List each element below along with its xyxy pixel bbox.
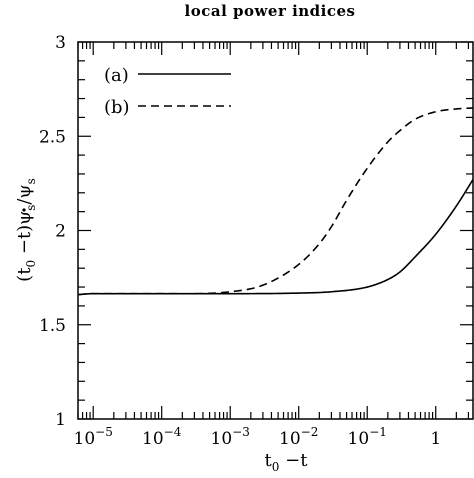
series-line-b bbox=[77, 107, 474, 296]
x-tick-label: 10−4 bbox=[142, 425, 182, 449]
y-tick-label: 1 bbox=[55, 410, 66, 430]
psi-dot-mark bbox=[22, 208, 26, 212]
x-tick-label: 10−1 bbox=[348, 425, 387, 449]
y-tick-label: 2.5 bbox=[39, 127, 66, 147]
y-axis-label: (t0 −t)ψs/ψs bbox=[14, 178, 38, 282]
y-tick-label: 1.5 bbox=[39, 316, 66, 336]
x-tick-label: 1 bbox=[430, 429, 441, 449]
x-tick-labels: 10−5 10−4 10−3 10−2 10−1 1 bbox=[74, 425, 442, 449]
legend-label-a: (a) bbox=[104, 65, 129, 86]
axis-ticks bbox=[77, 41, 473, 420]
x-tick-label: 10−3 bbox=[211, 425, 250, 449]
x-axis-label: t0 −t bbox=[265, 450, 309, 474]
legend: (a) (b) bbox=[104, 65, 231, 118]
chart-title: local power indices bbox=[185, 2, 356, 20]
series-layer bbox=[77, 107, 474, 296]
x-tick-label: 10−2 bbox=[279, 425, 318, 449]
legend-label-b: (b) bbox=[104, 97, 130, 118]
y-tick-labels: 1 1.5 2 2.5 3 bbox=[39, 33, 66, 430]
y-tick-label: 3 bbox=[55, 33, 66, 53]
plot-frame bbox=[77, 41, 474, 420]
series-line-a bbox=[77, 179, 474, 296]
x-tick-label: 10−5 bbox=[74, 425, 113, 449]
y-tick-label: 2 bbox=[55, 222, 66, 242]
